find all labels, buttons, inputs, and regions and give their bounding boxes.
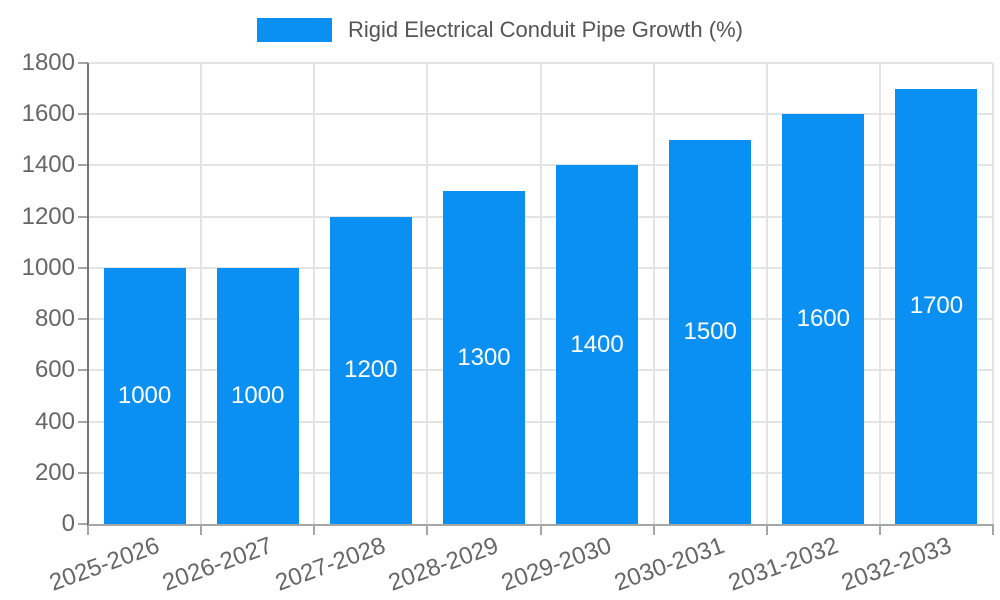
x-tick-label: 2027-2028	[271, 532, 390, 597]
y-axis-tick	[78, 523, 88, 525]
x-axis-tick	[878, 524, 881, 535]
x-gridline	[992, 63, 994, 524]
x-tick-label: 2028-2029	[385, 532, 503, 597]
x-axis-tick	[87, 524, 89, 535]
bar: 1400	[556, 165, 639, 524]
bar: 1700	[895, 88, 978, 524]
y-axis-tick	[78, 62, 88, 64]
bar-value-label: 1500	[683, 317, 737, 345]
y-tick-label: 600	[34, 356, 75, 384]
x-tick-label: 2025-2026	[45, 532, 163, 597]
bar-value-label: 1000	[117, 381, 172, 409]
bar-value-label: 1200	[344, 356, 398, 384]
bar: 1300	[442, 191, 525, 524]
x-axis-tick	[200, 524, 203, 535]
bar-value-label: 1400	[570, 330, 624, 358]
legend-swatch	[257, 18, 333, 42]
y-tick-label: 1200	[21, 202, 75, 230]
x-axis-tick	[426, 524, 429, 535]
x-axis-tick	[539, 524, 542, 535]
y-axis-tick	[78, 369, 88, 372]
x-axis-tick	[992, 524, 994, 535]
bar: 1000	[103, 267, 186, 524]
y-axis-tick	[78, 318, 88, 321]
y-tick-label: 1000	[21, 253, 75, 281]
bar-value-label: 1700	[909, 292, 964, 320]
legend: Rigid Electrical Conduit Pipe Growth (%)	[0, 17, 1000, 43]
y-tick-label: 800	[34, 305, 75, 333]
legend-label: Rigid Electrical Conduit Pipe Growth (%)	[348, 17, 743, 42]
x-gridline	[426, 63, 429, 524]
x-gridline	[765, 63, 768, 524]
y-tick-label: 1800	[21, 49, 75, 76]
x-tick-label: 2026-2027	[158, 532, 276, 597]
x-gridline	[652, 63, 655, 524]
x-axis-tick	[652, 524, 655, 535]
y-axis-tick	[78, 113, 88, 116]
y-tick-label: 400	[34, 407, 75, 435]
x-gridline	[878, 63, 881, 524]
y-axis-tick	[78, 420, 88, 423]
x-gridline	[313, 63, 316, 524]
bar: 1200	[329, 216, 412, 524]
bar: 1000	[216, 267, 299, 524]
x-gridline	[539, 63, 542, 524]
y-axis-tick	[78, 164, 88, 167]
x-tick-label: 2031-2032	[724, 532, 842, 597]
x-axis-tick	[313, 524, 316, 535]
y-axis-tick	[78, 215, 88, 218]
y-tick-label: 1400	[21, 151, 75, 179]
y-tick-label: 200	[34, 458, 75, 486]
y-tick-label: 1600	[21, 100, 75, 128]
y-axis-line	[87, 63, 89, 526]
y-axis-tick	[78, 471, 88, 474]
bar: 1600	[782, 114, 865, 524]
x-axis-line	[88, 524, 993, 526]
x-tick-label: 2029-2030	[498, 532, 616, 597]
x-axis-tick	[765, 524, 768, 535]
bar-value-label: 1000	[230, 381, 285, 409]
y-axis-tick	[78, 266, 88, 269]
y-tick-label: 0	[61, 510, 75, 537]
bar-value-label: 1600	[796, 305, 850, 333]
x-gridline	[200, 63, 203, 524]
x-tick-label: 2030-2031	[611, 532, 729, 597]
bar: 1500	[669, 139, 752, 524]
bar-value-label: 1300	[457, 343, 511, 371]
x-tick-label: 2032-2033	[837, 532, 955, 597]
